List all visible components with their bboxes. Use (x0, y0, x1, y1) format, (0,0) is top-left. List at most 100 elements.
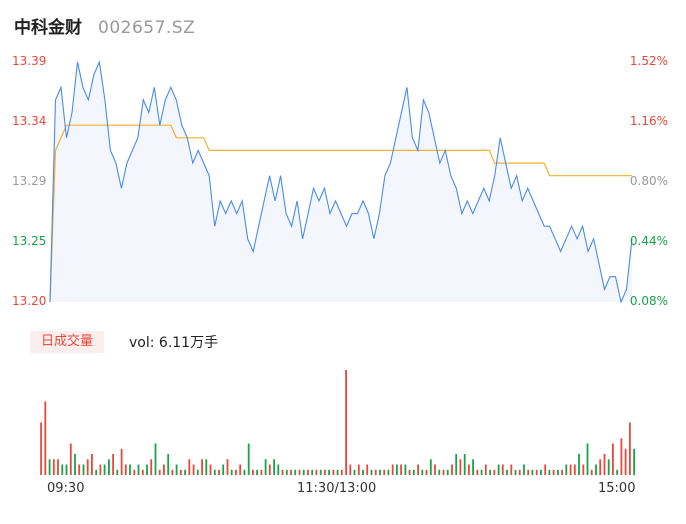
volume-bar (91, 454, 93, 475)
volume-bar (158, 469, 161, 476)
volume-bar (353, 469, 356, 476)
volume-bar (548, 469, 551, 476)
volume-bar (315, 469, 318, 476)
y-tick-percent: 0.08% (629, 294, 668, 308)
volume-bar (480, 469, 483, 476)
volume-bar (387, 469, 390, 476)
x-tick-open: 09:30 (47, 481, 85, 496)
volume-bar (311, 469, 314, 476)
volume-bar (209, 464, 212, 475)
volume-bar (167, 454, 170, 475)
volume-bar (442, 469, 445, 476)
volume-bar (557, 469, 559, 476)
volume-bar (501, 464, 504, 475)
volume-bar (493, 469, 496, 476)
volume-bar (239, 464, 242, 475)
volume-bar (578, 454, 580, 475)
volume-bar (192, 464, 195, 475)
volume-bar (531, 469, 534, 476)
volume-bar (565, 464, 568, 475)
volume-bar (408, 469, 411, 476)
volume-bar (484, 464, 487, 475)
volume-bar (451, 464, 453, 475)
volume-bar (260, 469, 263, 476)
volume-bar (103, 464, 106, 475)
stock-code: 002657.SZ (98, 18, 196, 38)
volume-bar (552, 469, 555, 476)
volume-bar (141, 469, 144, 476)
volume-bar (421, 469, 424, 476)
volume-bar (383, 469, 386, 476)
volume-bar (40, 422, 42, 475)
volume-bar (603, 454, 606, 475)
volume-bar (379, 469, 381, 476)
volume-bar (324, 469, 326, 476)
volume-bar (510, 464, 513, 475)
volume-bar (180, 469, 182, 476)
volume-bar (463, 454, 466, 475)
volume-bar (599, 459, 602, 476)
volume-bar (201, 459, 203, 476)
volume-bar (230, 469, 233, 476)
average-price-line (49, 124, 632, 303)
volume-bar (205, 459, 208, 476)
volume-bar (455, 454, 458, 475)
volume-bar (370, 469, 373, 476)
stock-name: 中科金财 (14, 18, 82, 38)
daily-volume-tab[interactable]: 日成交量 (30, 331, 105, 353)
volume-bar (417, 464, 419, 475)
volume-bar (154, 443, 157, 475)
volume-bar (112, 454, 114, 475)
price-area (50, 62, 632, 302)
volume-bar (175, 464, 178, 475)
volume-bar (184, 469, 186, 476)
volume-bar (489, 469, 491, 476)
y-tick-price: 13.20 (12, 294, 47, 308)
y-tick-percent: 1.16% (629, 114, 668, 128)
volume-bar (74, 454, 76, 475)
volume-bar (307, 469, 309, 476)
volume-bar (273, 459, 275, 476)
volume-bar (116, 469, 119, 476)
volume-bar (404, 464, 407, 475)
volume-bar (620, 438, 623, 476)
volume-bar (213, 469, 216, 476)
volume-bar (345, 370, 347, 475)
volume-bar (429, 459, 432, 476)
volume-bar (425, 469, 428, 476)
volume-bar (256, 469, 258, 476)
volume-bar (586, 443, 589, 475)
volume-bar (82, 464, 85, 475)
price-line (49, 60, 633, 304)
volume-bar (412, 469, 415, 476)
volume-bar (624, 448, 627, 476)
volume-bar (340, 469, 343, 476)
y-tick-percent: 0.80% (629, 174, 668, 188)
volume-bar (86, 459, 89, 476)
volume-bar (607, 459, 610, 476)
volume-bar (268, 464, 271, 475)
volume-bar (612, 443, 614, 475)
volume-bar (497, 464, 500, 475)
volume-bar (302, 469, 305, 476)
volume-bar (52, 459, 55, 476)
volume-bar (590, 469, 593, 476)
volume-bar (69, 443, 72, 475)
volume-bar (446, 469, 449, 476)
stock-header: 中科金财 002657.SZ (14, 13, 195, 41)
volume-bar (133, 469, 136, 476)
volume-bar (434, 464, 436, 475)
volume-bar (243, 469, 246, 476)
volume-bar (222, 464, 225, 475)
y-tick-percent: 0.44% (629, 234, 668, 248)
y-tick-percent: 1.52% (629, 54, 668, 68)
volume-bar (196, 469, 199, 476)
volume-bar (336, 469, 339, 476)
volume-summary: vol: 6.11万手 (129, 335, 219, 351)
volume-bar (518, 469, 521, 476)
volume-bar (438, 469, 441, 476)
volume-bar (65, 464, 68, 475)
volume-bar (523, 464, 525, 475)
volume-bar (95, 469, 98, 476)
